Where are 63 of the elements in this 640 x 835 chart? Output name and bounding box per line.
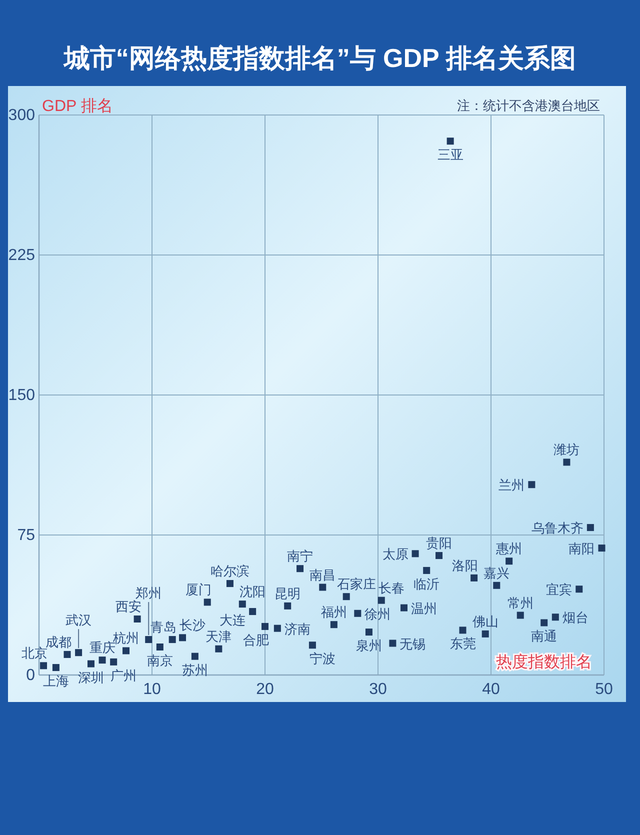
point-label: 广州: [110, 668, 137, 683]
point-label: 长沙: [180, 618, 206, 633]
point-label: 沈阳: [239, 584, 266, 600]
x-tick-label: 40: [482, 681, 500, 698]
point-label: 宁波: [309, 651, 336, 666]
point-label: 常州: [507, 595, 534, 610]
point-label: 厦门: [185, 582, 212, 598]
point-label: 重庆: [89, 640, 116, 656]
y-tick-label: 150: [8, 387, 35, 404]
x-tick-label: 30: [369, 681, 387, 698]
y-tick-label: 300: [8, 107, 35, 124]
point-label: 乌鲁木齐: [531, 520, 584, 536]
x-tick-label: 10: [143, 681, 161, 698]
x-tick-label: 50: [595, 681, 613, 698]
annotation: 注：统计不含港澳台地区: [457, 98, 600, 113]
point-label: 兰州: [498, 478, 525, 493]
point-label: 贵阳: [426, 536, 452, 551]
point-label: 临沂: [414, 576, 440, 592]
point-label: 嘉兴: [484, 565, 510, 580]
y-axis-title: GDP 排名: [42, 98, 113, 115]
point-label: 青岛: [150, 620, 176, 635]
point-label: 杭州: [113, 630, 139, 646]
point-label: 洛阳: [452, 558, 478, 573]
point-label: 三亚: [437, 147, 464, 162]
x-axis-title: 热度指数排名: [496, 654, 592, 671]
point-label: 济南: [284, 621, 310, 636]
point-label: 宜宾: [546, 582, 572, 598]
point-label: 大连: [220, 612, 246, 628]
point-label: 烟台: [562, 610, 588, 626]
point-label: 福州: [320, 604, 347, 620]
y-tick-label: 75: [17, 527, 35, 544]
point-label: 太原: [382, 546, 408, 562]
point-label: 北京: [22, 646, 48, 661]
point-label: 佛山: [472, 614, 498, 629]
point-label: 惠州: [496, 541, 522, 556]
point-label: 成都: [45, 634, 72, 650]
point-label: 深圳: [78, 670, 104, 685]
point-label: 南京: [146, 653, 173, 668]
point-label: 东莞: [450, 636, 476, 652]
point-label: 合肥: [243, 632, 269, 648]
y-tick-label: 225: [8, 247, 35, 264]
point-label: 武汉: [66, 612, 92, 628]
point-label: 天津: [206, 628, 232, 644]
point-label: 西安: [115, 599, 142, 614]
point-label: 潍坊: [554, 442, 580, 458]
point-label: 南宁: [287, 548, 314, 564]
title: 城市“网络热度指数排名”与 GDP 排名关系图: [64, 43, 576, 73]
point-label: 徐州: [364, 606, 391, 622]
point-label: 苏州: [182, 662, 208, 678]
y-tick-label: 0: [26, 667, 35, 684]
point-label: 泉州: [356, 638, 382, 654]
point-label: 南昌: [310, 567, 336, 582]
point-label: 南通: [531, 628, 558, 644]
x-tick-label: 20: [256, 681, 274, 698]
point-label: 温州: [411, 600, 437, 616]
point-label: 昆明: [274, 586, 301, 601]
point-label: 哈尔滨: [210, 564, 250, 579]
point-label: 上海: [42, 674, 69, 689]
point-label: 无锡: [400, 636, 426, 652]
point-label: 郑州: [136, 586, 162, 601]
point-label: 南阳: [568, 541, 595, 556]
point-label: 石家庄: [336, 576, 376, 592]
point-label: 长春: [378, 580, 404, 596]
